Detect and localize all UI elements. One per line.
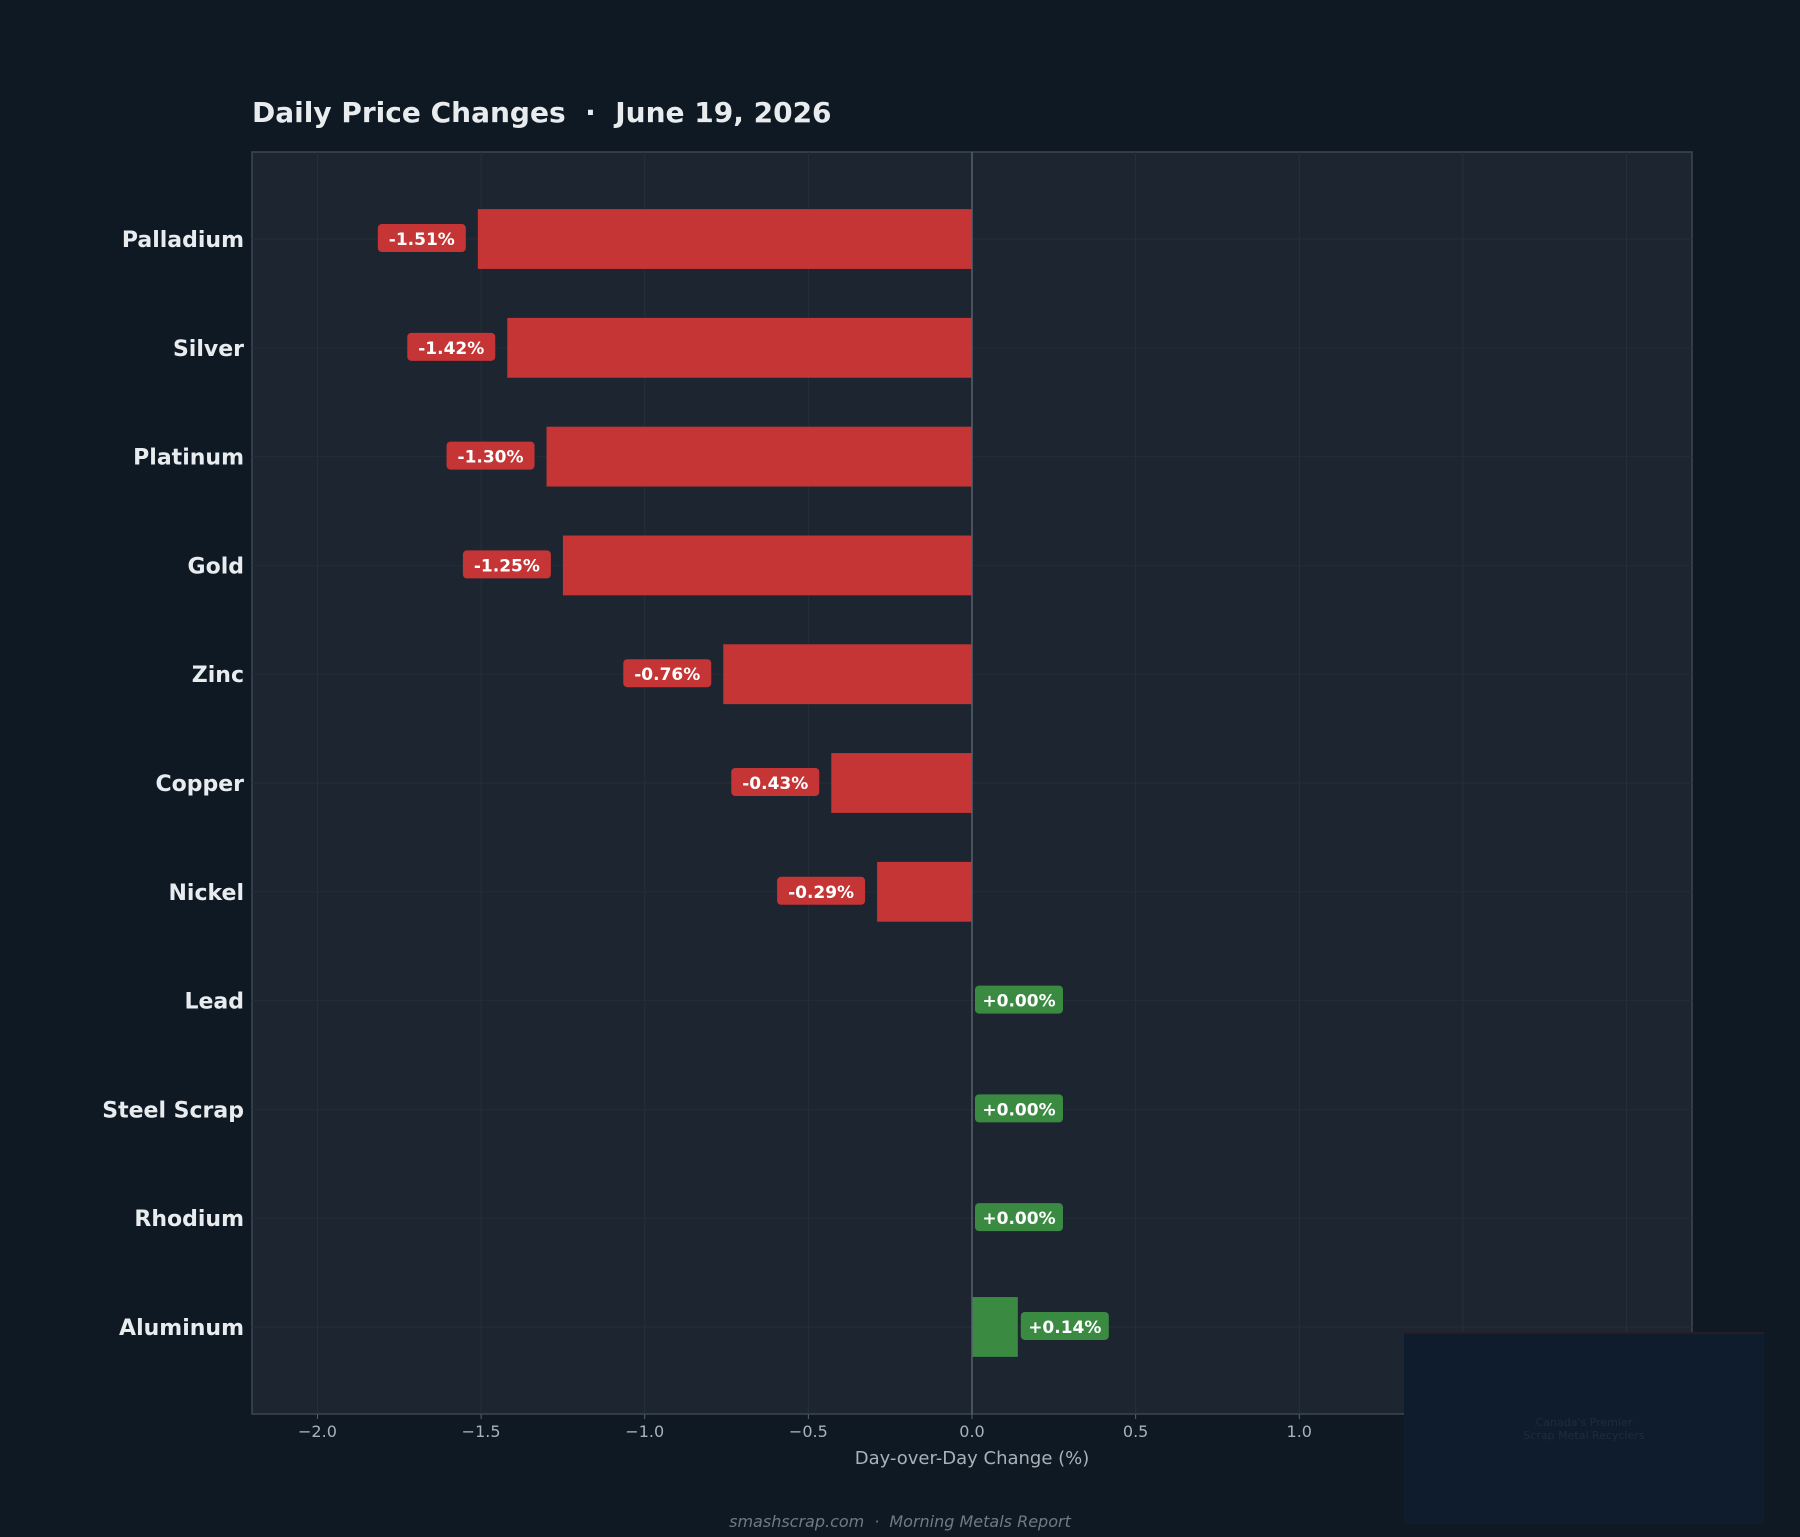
- data-label-text: +0.00%: [982, 1209, 1055, 1229]
- data-label-bg: [975, 1203, 1063, 1232]
- data-label-bg: [975, 985, 1063, 1014]
- data-label-2: -1.30%: [446, 441, 535, 470]
- x-axis-label: Day-over-Day Change (%): [855, 1448, 1090, 1469]
- data-label-bg: [377, 224, 466, 253]
- x-tick-label: 1.0: [1287, 1422, 1312, 1441]
- bar-gold: [562, 535, 972, 596]
- footer: smashscrap.com · Morning Metals Report: [729, 1512, 1071, 1531]
- x-tick-label: −1.0: [625, 1422, 664, 1441]
- x-tick-label: −0.5: [789, 1422, 828, 1441]
- data-label-bg: [446, 441, 535, 470]
- watermark-line-1: Canada's Premier: [1535, 1416, 1633, 1429]
- data-label-text: +0.00%: [982, 992, 1055, 1012]
- data-label-1: -1.42%: [407, 332, 496, 361]
- data-label-10: +0.14%: [1020, 1311, 1109, 1340]
- data-label-text: -1.25%: [474, 556, 540, 576]
- data-label-text: -1.42%: [418, 339, 484, 359]
- data-label-6: -0.29%: [777, 876, 866, 905]
- category-label: Zinc: [192, 663, 244, 688]
- bar-palladium: [477, 209, 972, 269]
- data-label-5: -0.43%: [731, 768, 820, 796]
- bar-silver: [507, 317, 972, 378]
- data-label-text: -1.30%: [458, 448, 524, 468]
- data-label-8: +0.00%: [975, 1094, 1063, 1123]
- category-label: Palladium: [122, 228, 244, 253]
- chart-title: Daily Price Changes · June 19, 2026: [252, 96, 832, 129]
- data-label-text: -0.76%: [634, 665, 700, 685]
- y-axis-labels: Palladium Silver Platinum Gold Zinc Copper Nic…: [102, 228, 244, 1341]
- data-label-text: +0.14%: [1028, 1318, 1101, 1338]
- x-tick-label: −1.5: [462, 1422, 501, 1441]
- data-label-7: +0.00%: [975, 985, 1063, 1014]
- data-labels: -1.51% -1.42% -1.30% -1.25% -0.76% -0.43% -0.2…: [377, 224, 1109, 1340]
- data-label-bg: [777, 876, 866, 905]
- bar-nickel: [877, 861, 972, 922]
- data-label-bg: [623, 659, 712, 688]
- data-label-0: -1.51%: [377, 224, 466, 253]
- x-tick-label: 0.0: [959, 1422, 984, 1441]
- footer-separator: ·: [874, 1512, 879, 1531]
- bars: [477, 209, 1018, 1357]
- data-label-text: -0.29%: [788, 883, 854, 903]
- data-label-9: +0.00%: [975, 1203, 1063, 1232]
- category-label: Gold: [188, 554, 244, 579]
- data-label-text: -1.51%: [389, 230, 455, 250]
- data-label-bg: [462, 550, 551, 579]
- category-label: Platinum: [133, 446, 244, 471]
- data-label-bg: [731, 768, 820, 796]
- bar-aluminum: [972, 1297, 1018, 1357]
- data-label-text: -0.43%: [742, 774, 808, 794]
- data-label-bg: [975, 1094, 1063, 1123]
- category-label: Nickel: [169, 881, 245, 906]
- x-tick-label: −2.0: [298, 1422, 337, 1441]
- bar-platinum: [546, 426, 972, 487]
- watermark-logo: Canada's Premier Scrap Metal Recyclers: [1404, 1332, 1764, 1524]
- x-tick-label: 0.5: [1123, 1422, 1148, 1441]
- footer-source: smashscrap.com: [729, 1512, 864, 1531]
- bar-copper: [831, 753, 972, 813]
- bar-zinc: [723, 644, 972, 705]
- data-label-4: -0.76%: [623, 659, 712, 688]
- category-label: Rhodium: [134, 1207, 244, 1232]
- category-label: Steel Scrap: [102, 1098, 244, 1123]
- category-label: Aluminum: [119, 1316, 244, 1341]
- category-label: Silver: [173, 337, 244, 362]
- footer-report: Morning Metals Report: [889, 1512, 1071, 1531]
- data-label-text: +0.00%: [982, 1100, 1055, 1120]
- data-label-3: -1.25%: [462, 550, 551, 579]
- category-label: Copper: [155, 772, 244, 797]
- watermark-line-2: Scrap Metal Recyclers: [1523, 1429, 1645, 1442]
- data-label-bg: [407, 332, 496, 361]
- data-label-bg: [1020, 1311, 1109, 1340]
- category-label: Lead: [184, 990, 244, 1015]
